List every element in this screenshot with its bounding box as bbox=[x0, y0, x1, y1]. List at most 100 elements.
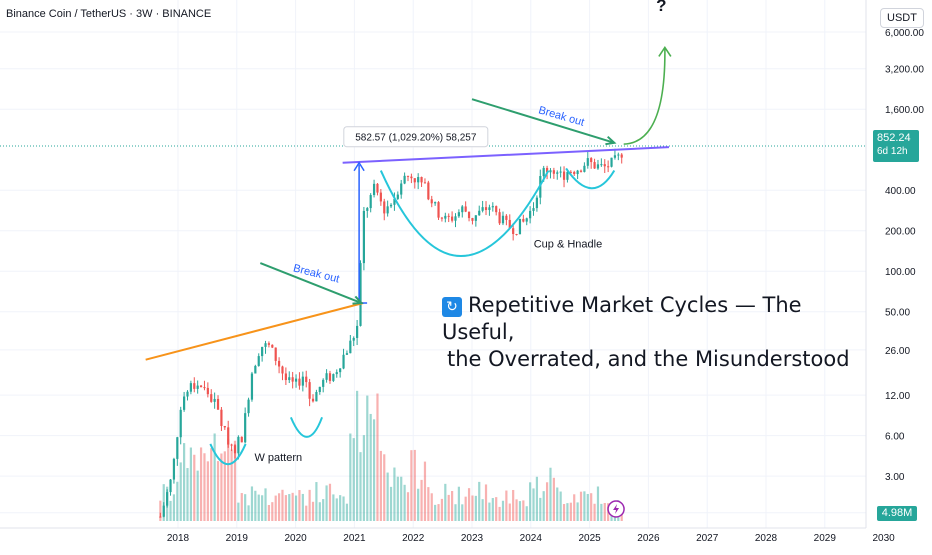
volume-bar bbox=[620, 511, 623, 521]
candle-body bbox=[308, 382, 311, 399]
drawings[interactable]: 582.57 (1,029.20%) 58,257 Break out Break … bbox=[145, 0, 672, 518]
volume-bar bbox=[393, 467, 396, 521]
time-tick-label: 2023 bbox=[461, 533, 484, 544]
volume-bar bbox=[183, 443, 186, 521]
volume-bar bbox=[281, 489, 284, 521]
headline: ↻ Repetitive Market Cycles — The Useful, … bbox=[442, 292, 862, 373]
volume-bar bbox=[542, 491, 545, 521]
volume-bar bbox=[512, 489, 515, 521]
candle-body bbox=[434, 202, 437, 204]
volume-bar bbox=[284, 495, 287, 521]
candle-body bbox=[549, 170, 552, 173]
volume-bar bbox=[529, 482, 532, 521]
volume-bar bbox=[379, 450, 382, 521]
candle-body bbox=[169, 479, 172, 493]
volume-bar bbox=[366, 395, 369, 521]
candle-body bbox=[617, 154, 620, 156]
volume-bar bbox=[559, 491, 562, 521]
candle-body bbox=[227, 427, 230, 445]
time-axis[interactable]: 2018 2019 2020 2021 2022 2023 2024 2025 2026 2027… bbox=[0, 527, 895, 544]
candle-body bbox=[444, 215, 447, 219]
volume-bar bbox=[250, 486, 254, 521]
time-tick-label: 2021 bbox=[343, 533, 366, 544]
question-mark: ? bbox=[656, 0, 666, 15]
symbol-title[interactable]: Binance Coin / TetherUS · 3W · BINANCE bbox=[6, 8, 212, 20]
candle-body bbox=[213, 398, 216, 402]
price-tick-label: 3.00 bbox=[885, 472, 905, 483]
volume-bar bbox=[423, 461, 427, 521]
volume-bar bbox=[230, 449, 233, 521]
breakout-arrow-lower bbox=[259, 262, 362, 304]
candle-body bbox=[603, 164, 606, 167]
volume-bar bbox=[464, 496, 467, 521]
candle-body bbox=[199, 385, 203, 388]
time-tick-label: 2027 bbox=[696, 533, 719, 544]
projection-arrow bbox=[623, 47, 666, 145]
volume-bar bbox=[325, 485, 328, 521]
currency-selector[interactable]: USDT bbox=[880, 8, 924, 28]
candle-body bbox=[389, 204, 393, 207]
price-tick-label: 3,200.00 bbox=[885, 65, 924, 76]
price-axis[interactable]: 6,000.00 3,200.00 1,600.00 400.00 200.00 100.… bbox=[865, 0, 932, 555]
volume-bar bbox=[430, 493, 433, 521]
price-tick-label: 26.00 bbox=[885, 346, 910, 357]
volume-bar bbox=[522, 500, 525, 521]
candle-body bbox=[400, 183, 403, 195]
candle-body bbox=[498, 212, 501, 224]
volume-bar bbox=[196, 470, 199, 521]
volume-bar bbox=[298, 490, 301, 521]
candle-body bbox=[576, 170, 579, 175]
volume-bar bbox=[444, 483, 447, 521]
time-tick-label: 2030 bbox=[872, 533, 895, 544]
candle-body bbox=[298, 378, 301, 386]
w-pattern-label: W pattern bbox=[254, 452, 302, 464]
volume-bar bbox=[369, 413, 372, 521]
volume-bar bbox=[600, 503, 603, 521]
candle-body bbox=[210, 394, 213, 402]
candle-body bbox=[620, 154, 623, 158]
time-tick-label: 2025 bbox=[578, 533, 601, 544]
volume-bar bbox=[549, 467, 552, 521]
candle-body bbox=[311, 398, 315, 402]
volume-bar bbox=[339, 495, 342, 521]
volume-bar bbox=[267, 504, 271, 521]
volume-bar bbox=[213, 433, 216, 521]
candle-body bbox=[345, 353, 349, 355]
candle-body bbox=[379, 192, 382, 202]
volume-bar bbox=[471, 495, 474, 521]
volume-bar bbox=[545, 482, 549, 521]
volume-bar bbox=[518, 501, 522, 521]
candle-body bbox=[183, 396, 186, 410]
candle-body bbox=[464, 206, 467, 212]
volume-bar bbox=[539, 497, 542, 521]
volume-bar bbox=[186, 468, 189, 521]
bar-countdown-label: 6d 12h bbox=[877, 146, 908, 157]
candle-body bbox=[305, 376, 308, 383]
volume-bar bbox=[566, 503, 569, 521]
volume-bar bbox=[277, 493, 281, 521]
volume-bar bbox=[440, 498, 444, 521]
volume-bar bbox=[579, 491, 583, 521]
candle-body bbox=[206, 387, 209, 395]
volume-bar bbox=[189, 447, 192, 521]
candle-body bbox=[274, 347, 277, 361]
candle-body bbox=[420, 177, 423, 183]
volume-bar bbox=[318, 502, 321, 521]
volume-bar bbox=[335, 498, 338, 521]
candle-body bbox=[220, 409, 223, 426]
volume-bar bbox=[345, 503, 349, 521]
volume-bar bbox=[308, 489, 311, 521]
volume-bar bbox=[193, 454, 196, 521]
candle-body bbox=[440, 217, 444, 219]
volume-bar bbox=[294, 495, 298, 521]
time-tick-label: 2028 bbox=[755, 533, 778, 544]
candle-body bbox=[593, 162, 596, 169]
candle-body bbox=[474, 215, 477, 221]
candle-body bbox=[366, 208, 369, 211]
volume-bar bbox=[257, 494, 260, 521]
candle-body bbox=[383, 201, 386, 214]
candle-body bbox=[166, 492, 169, 506]
lightning-glyph bbox=[613, 504, 620, 514]
